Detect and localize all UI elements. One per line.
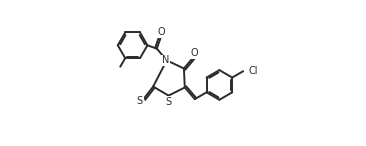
Text: S: S	[137, 95, 143, 106]
Text: N: N	[162, 55, 169, 65]
Text: O: O	[157, 27, 165, 37]
Text: Cl: Cl	[248, 66, 258, 76]
Text: S: S	[165, 97, 172, 107]
Text: O: O	[190, 48, 198, 58]
